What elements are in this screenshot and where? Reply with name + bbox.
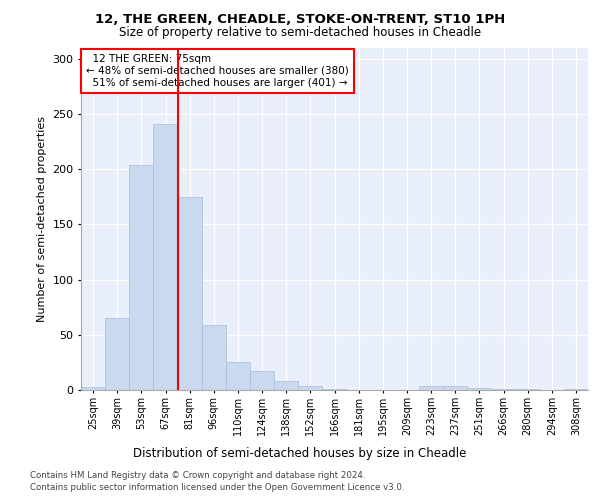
Bar <box>105 318 129 390</box>
Bar <box>322 389 347 390</box>
Text: Distribution of semi-detached houses by size in Cheadle: Distribution of semi-detached houses by … <box>133 448 467 460</box>
Bar <box>274 381 298 390</box>
Text: 12 THE GREEN: 75sqm  
← 48% of semi-detached houses are smaller (380)
  51% of s: 12 THE GREEN: 75sqm ← 48% of semi-detach… <box>86 54 349 88</box>
Bar <box>443 386 467 390</box>
Bar <box>178 196 202 390</box>
Y-axis label: Number of semi-detached properties: Number of semi-detached properties <box>37 116 47 322</box>
Bar <box>564 389 588 390</box>
Bar <box>298 386 322 390</box>
Text: Contains public sector information licensed under the Open Government Licence v3: Contains public sector information licen… <box>30 483 404 492</box>
Bar <box>202 325 226 390</box>
Bar <box>129 164 154 390</box>
Text: Contains HM Land Registry data © Crown copyright and database right 2024.: Contains HM Land Registry data © Crown c… <box>30 471 365 480</box>
Bar <box>81 386 105 390</box>
Bar <box>226 362 250 390</box>
Text: 12, THE GREEN, CHEADLE, STOKE-ON-TRENT, ST10 1PH: 12, THE GREEN, CHEADLE, STOKE-ON-TRENT, … <box>95 13 505 26</box>
Bar <box>154 124 178 390</box>
Bar <box>250 371 274 390</box>
Bar <box>419 386 443 390</box>
Bar <box>515 389 540 390</box>
Bar <box>467 388 491 390</box>
Text: Size of property relative to semi-detached houses in Cheadle: Size of property relative to semi-detach… <box>119 26 481 39</box>
Bar <box>491 389 515 390</box>
